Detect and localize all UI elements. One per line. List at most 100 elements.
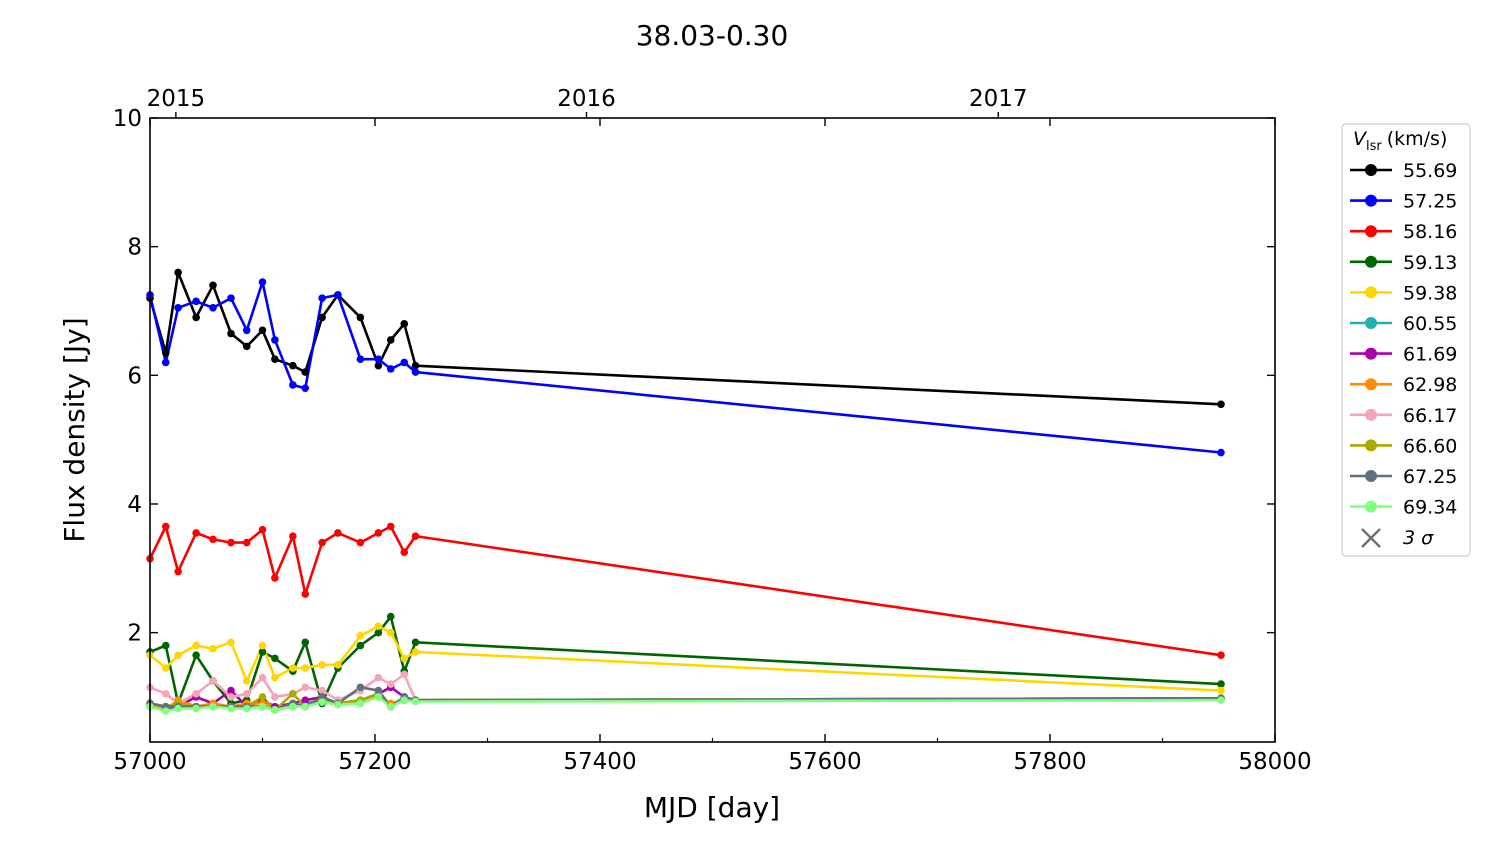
data-point-59.13: [161, 641, 170, 650]
x-axis: 57000 57200 57400 57600 57800 58000: [113, 118, 1312, 775]
legend-marker-59.13: [1365, 255, 1377, 268]
legend-items: 55.69 57.25 58.16 59.13 59.38 60.55 61.69 62.98…: [1350, 160, 1457, 519]
legend-title-subscript: lsr: [1366, 139, 1382, 154]
data-point-57.25: [242, 326, 251, 335]
data-point-59.38: [242, 677, 251, 685]
series-line-57.25: [148, 280, 1222, 454]
top-tick-label: 2016: [557, 86, 616, 112]
data-point-69.34: [356, 699, 365, 708]
data-point-58.16: [318, 538, 326, 547]
data-point-69.34: [289, 702, 297, 711]
legend-label-55.69: 55.69: [1403, 160, 1457, 182]
legend-marker-55.69: [1365, 164, 1377, 176]
data-point-61.69: [227, 686, 235, 695]
data-point-58.16: [334, 529, 342, 537]
data-point-59.38: [334, 661, 342, 669]
data-point-66.17: [161, 689, 170, 698]
legend-marker-62.98: [1365, 378, 1377, 391]
data-point-58.16: [258, 525, 267, 534]
legend-cross-marker-b: [1361, 528, 1381, 548]
data-point-67.25: [374, 686, 383, 695]
data-point-58.16: [192, 529, 200, 537]
legend-marker-66.60: [1365, 439, 1377, 452]
legend-marker-59.38: [1365, 286, 1377, 299]
data-point-55.69: [289, 361, 297, 370]
data-point-58.16: [161, 522, 170, 531]
data-point-69.34: [1217, 696, 1225, 704]
y-tick-label: 10: [113, 106, 142, 132]
data-point-59.38: [227, 638, 235, 647]
legend-label-57.25: 57.25: [1403, 191, 1457, 213]
y-tick-label: 6: [127, 363, 142, 389]
data-point-55.69: [411, 361, 420, 370]
data-point-69.34: [192, 704, 200, 713]
data-point-59.38: [289, 664, 297, 672]
legend-marker-57.25: [1365, 194, 1377, 207]
data-point-59.38: [318, 661, 326, 669]
data-point-66.60: [289, 689, 297, 698]
data-point-66.17: [271, 693, 279, 701]
data-point-55.69: [301, 368, 310, 376]
data-point-58.16: [1217, 651, 1225, 659]
data-point-58.16: [400, 548, 409, 557]
data-point-58.16: [271, 574, 279, 582]
x-axis-label: MJD [day]: [644, 791, 780, 824]
data-point-59.13: [411, 638, 420, 647]
legend-item-3sigma: 3 σ: [1361, 527, 1434, 549]
data-point-59.38: [411, 648, 420, 656]
data-point-59.38: [161, 664, 170, 672]
data-point-57.25: [174, 303, 182, 312]
legend-label-58.16: 58.16: [1403, 221, 1457, 243]
data-point-57.25: [1217, 448, 1225, 457]
data-point-58.16: [209, 535, 217, 544]
legend-marker-67.25: [1365, 470, 1377, 482]
data-point-69.34: [301, 702, 310, 711]
data-point-59.38: [271, 673, 279, 682]
data-point-57.25: [374, 355, 383, 364]
data-point-57.25: [334, 291, 342, 299]
series-line-59.13: [149, 615, 1222, 705]
top-tick-label: 2015: [147, 86, 206, 112]
data-point-55.69: [258, 326, 267, 335]
data-point-59.13: [301, 638, 310, 647]
data-point-57.25: [289, 381, 297, 389]
data-point-66.17: [242, 689, 251, 698]
data-point-58.16: [374, 529, 383, 537]
data-point-59.13: [386, 612, 395, 621]
data-point-58.16: [386, 522, 395, 531]
data-point-57.25: [271, 336, 279, 344]
data-point-59.38: [301, 664, 310, 672]
data-point-69.34: [161, 707, 170, 715]
legend-title-unit: (km/s): [1387, 128, 1448, 150]
legend-marker-60.55: [1365, 317, 1377, 329]
x-tick-label: 57200: [338, 749, 411, 775]
plot-area-frame: [149, 117, 1276, 743]
data-point-59.13: [192, 651, 200, 659]
data-point-57.25: [258, 278, 267, 286]
x-tick-label: 58000: [1238, 749, 1311, 775]
data-point-66.17: [318, 686, 326, 695]
series-line-58.16: [148, 525, 1222, 657]
legend-title-symbol: V: [1353, 128, 1368, 150]
data-point-57.25: [301, 384, 310, 392]
top-date-axis: 2015 2016 2017: [147, 86, 1028, 118]
y-axis-label: Flux density [Jy]: [58, 317, 91, 542]
data-point-69.34: [242, 704, 251, 713]
data-point-59.38: [174, 651, 182, 659]
data-point-57.25: [161, 358, 170, 367]
legend: Vlsr (km/s) 55.69 57.25 58.16 59.13 59.38 60.5…: [1341, 123, 1471, 557]
data-point-66.17: [258, 673, 267, 682]
data-point-59.38: [192, 641, 200, 650]
legend-label-69.34: 69.34: [1403, 497, 1457, 519]
x-tick-label: 57600: [788, 749, 861, 775]
legend-marker-69.34: [1365, 500, 1377, 513]
data-point-66.17: [192, 689, 200, 698]
legend-label-66.60: 66.60: [1403, 435, 1457, 457]
top-tick-label: 2017: [969, 86, 1028, 112]
data-point-55.69: [1217, 400, 1225, 409]
data-point-59.13: [271, 654, 279, 663]
data-point-61.69: [301, 696, 310, 704]
x-tick-label: 57800: [1013, 749, 1086, 775]
data-point-57.25: [386, 365, 395, 373]
legend-label-59.38: 59.38: [1403, 282, 1457, 304]
